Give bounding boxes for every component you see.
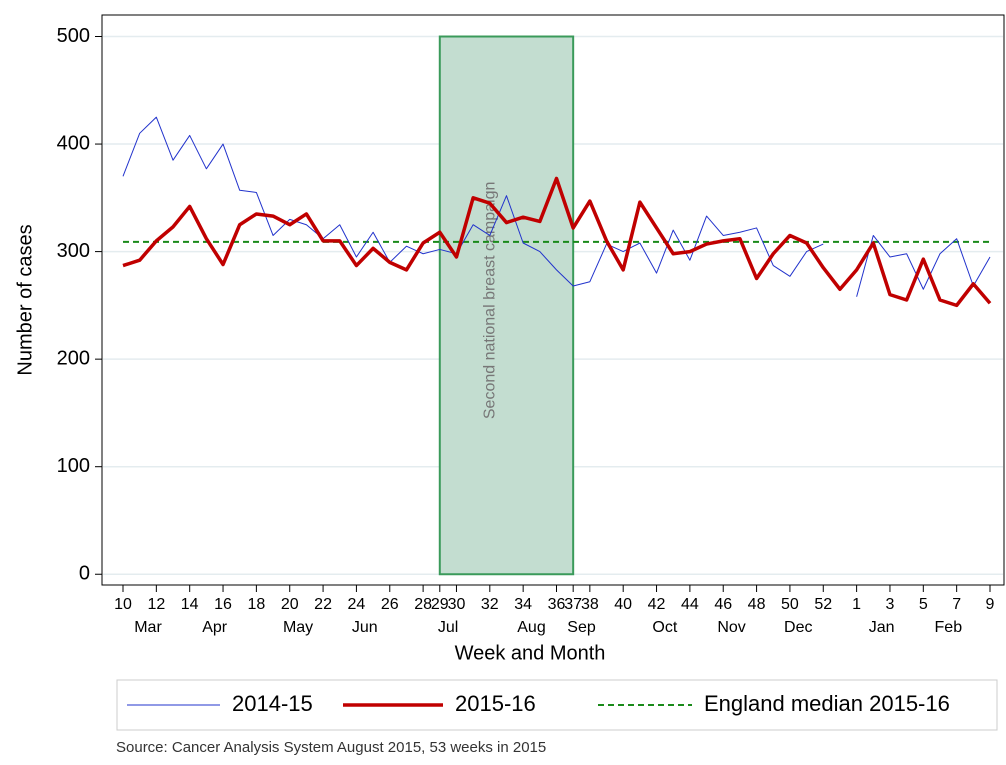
- month-label: Sep: [567, 619, 596, 636]
- shaded-region: [438, 35, 575, 576]
- x-tick-label: 50: [781, 596, 799, 613]
- month-label: Nov: [717, 619, 745, 636]
- legend-label: England median 2015-16: [704, 691, 950, 716]
- x-tick-label: 28: [414, 596, 432, 613]
- x-tick-label: 22: [314, 596, 332, 613]
- x-tick-label: 42: [648, 596, 666, 613]
- x-tick-label: 40: [614, 596, 632, 613]
- month-label: Feb: [935, 619, 963, 636]
- x-tick-label: 3: [886, 596, 895, 613]
- x-tick-label: 7: [952, 596, 961, 613]
- x-tick-label: 5: [919, 596, 928, 613]
- x-tick-label: 16: [214, 596, 232, 613]
- y-tick-label: 400: [57, 132, 90, 154]
- x-tick-label: 18: [247, 596, 265, 613]
- x-tick-label: 9: [986, 596, 995, 613]
- month-label: May: [283, 619, 313, 636]
- x-tick-label: 37: [564, 596, 582, 613]
- y-tick-label: 500: [57, 25, 90, 47]
- region-label: Second national breast campaign: [482, 182, 499, 420]
- y-tick-label: 100: [57, 455, 90, 477]
- x-tick-label: 34: [514, 596, 532, 613]
- source-note: Source: Cancer Analysis System August 20…: [116, 739, 546, 756]
- x-tick-label: 32: [481, 596, 499, 613]
- x-tick-label: 44: [681, 596, 699, 613]
- month-label: Dec: [784, 619, 812, 636]
- month-label: Jan: [869, 619, 895, 636]
- x-tick-label: 14: [181, 596, 199, 613]
- x-tick-label: 36: [548, 596, 566, 613]
- legend-box: [116, 679, 998, 731]
- legend-label: 2014-15: [232, 691, 313, 716]
- y-axis-title: Number of cases: [14, 224, 36, 375]
- x-tick-label: 48: [748, 596, 766, 613]
- x-tick-label: 46: [714, 596, 732, 613]
- x-tick-label: 1: [852, 596, 861, 613]
- month-label: Apr: [202, 619, 228, 636]
- month-label: Aug: [517, 619, 545, 636]
- legend-label: 2015-16: [455, 691, 536, 716]
- month-label: Jun: [352, 619, 378, 636]
- x-tick-label: 10: [114, 596, 132, 613]
- x-tick-label: 30: [448, 596, 466, 613]
- x-tick-label: 12: [147, 596, 165, 613]
- y-tick-label: 300: [57, 240, 90, 262]
- x-tick-label: 26: [381, 596, 399, 613]
- x-tick-label: 52: [814, 596, 832, 613]
- series-line: [122, 176, 992, 308]
- plot-frame: [101, 14, 1005, 586]
- month-label: Oct: [652, 619, 677, 636]
- month-label: Mar: [134, 619, 162, 636]
- y-tick-label: 0: [79, 563, 90, 585]
- series-line: [122, 116, 991, 297]
- x-tick-label: 29: [431, 596, 449, 613]
- x-tick-label: 20: [281, 596, 299, 613]
- x-tick-label: 24: [348, 596, 366, 613]
- y-tick-label: 200: [57, 347, 90, 369]
- x-axis-title: Week and Month: [455, 642, 606, 664]
- x-tick-label: 38: [581, 596, 599, 613]
- month-label: Jul: [438, 619, 458, 636]
